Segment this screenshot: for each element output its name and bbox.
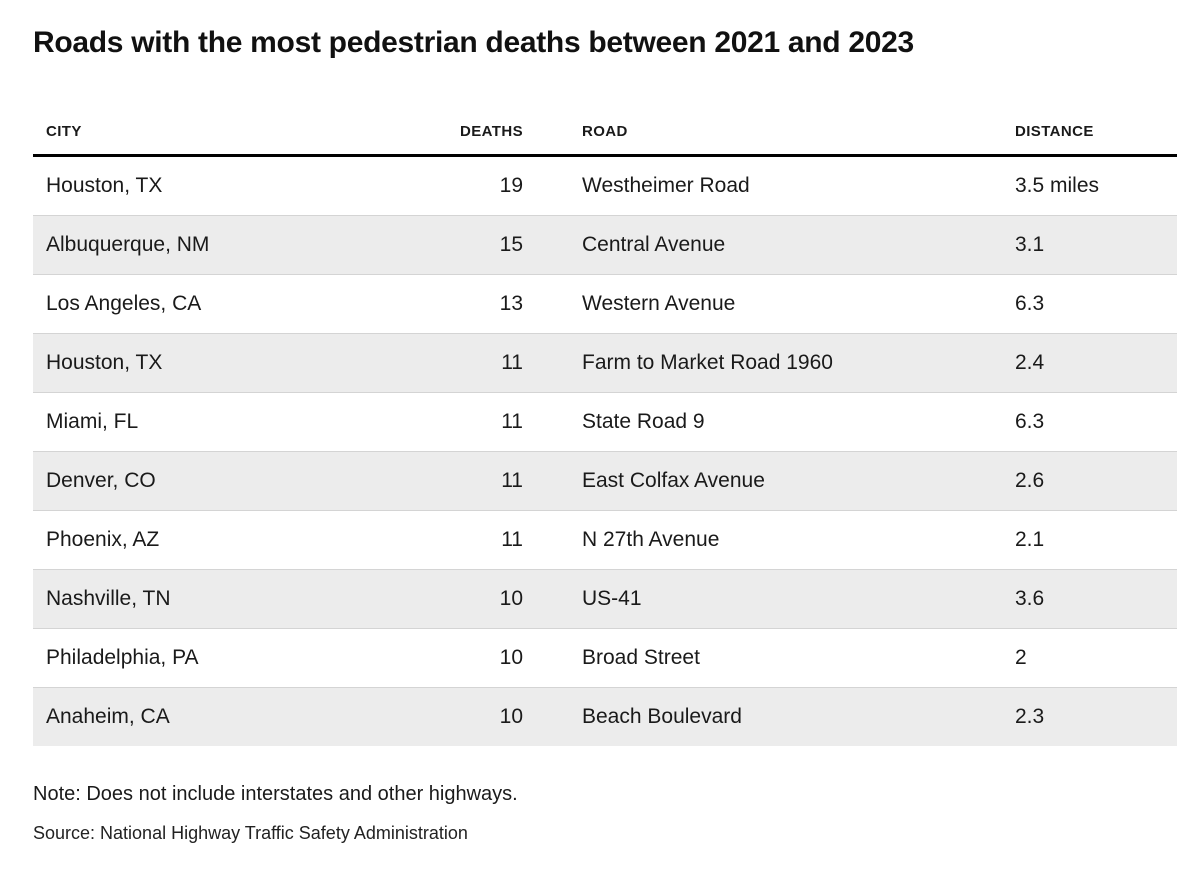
distance-cell: 3.1 (1015, 215, 1177, 275)
road-cell: N 27th Avenue (523, 510, 1015, 570)
column-header-deaths: DEATHS (393, 108, 523, 157)
distance-cell: 3.6 (1015, 569, 1177, 629)
column-header-city: CITY (33, 108, 393, 157)
road-cell: US-41 (523, 569, 1015, 629)
distance-cell: 2.4 (1015, 333, 1177, 393)
city-cell: Miami, FL (33, 392, 393, 452)
road-cell: Western Avenue (523, 274, 1015, 334)
table-row: Miami, FL 11 State Road 9 6.3 (33, 392, 1177, 452)
city-cell: Philadelphia, PA (33, 628, 393, 688)
note-text: Note: Does not include interstates and o… (33, 783, 518, 805)
distance-cell: 6.3 (1015, 274, 1177, 334)
road-cell: State Road 9 (523, 392, 1015, 452)
road-cell: East Colfax Avenue (523, 451, 1015, 511)
header-row: CITY DEATHS ROAD DISTANCE (33, 108, 1177, 157)
deaths-cell: 15 (393, 215, 523, 275)
distance-cell: 2 (1015, 628, 1177, 688)
column-header-road: ROAD (523, 108, 1015, 157)
city-cell: Houston, TX (33, 155, 393, 216)
road-cell: Central Avenue (523, 215, 1015, 275)
deaths-cell: 10 (393, 569, 523, 629)
table-row: Denver, CO 11 East Colfax Avenue 2.6 (33, 451, 1177, 511)
road-cell: Farm to Market Road 1960 (523, 333, 1015, 393)
table-row: Los Angeles, CA 13 Western Avenue 6.3 (33, 274, 1177, 334)
deaths-cell: 11 (393, 451, 523, 511)
pedestrian-deaths-table: CITY DEATHS ROAD DISTANCE Houston, TX 19 W… (33, 108, 1177, 746)
deaths-cell: 11 (393, 392, 523, 452)
table-row: Anaheim, CA 10 Beach Boulevard 2.3 (33, 687, 1177, 746)
table-row: Albuquerque, NM 15 Central Avenue 3.1 (33, 215, 1177, 275)
city-cell: Anaheim, CA (33, 687, 393, 746)
news-table-graphic: Roads with the most pedestrian deaths be… (33, 26, 1177, 843)
city-cell: Los Angeles, CA (33, 274, 393, 334)
distance-cell: 2.3 (1015, 687, 1177, 746)
chart-title: Roads with the most pedestrian deaths be… (33, 26, 914, 59)
city-cell: Houston, TX (33, 333, 393, 393)
distance-cell: 2.6 (1015, 451, 1177, 511)
source-text: Source: National Highway Traffic Safety … (33, 823, 468, 843)
city-cell: Phoenix, AZ (33, 510, 393, 570)
distance-cell: 2.1 (1015, 510, 1177, 570)
table-row: Philadelphia, PA 10 Broad Street 2 (33, 628, 1177, 688)
table-row: Houston, TX 19 Westheimer Road 3.5 miles (33, 155, 1177, 216)
column-header-distance: DISTANCE (1015, 108, 1177, 157)
deaths-cell: 13 (393, 274, 523, 334)
road-cell: Beach Boulevard (523, 687, 1015, 746)
table-row: Phoenix, AZ 11 N 27th Avenue 2.1 (33, 510, 1177, 570)
table-row: Houston, TX 11 Farm to Market Road 1960 2.4 (33, 333, 1177, 393)
deaths-cell: 10 (393, 628, 523, 688)
deaths-cell: 19 (393, 155, 523, 216)
deaths-cell: 10 (393, 687, 523, 746)
city-cell: Albuquerque, NM (33, 215, 393, 275)
deaths-cell: 11 (393, 333, 523, 393)
deaths-cell: 11 (393, 510, 523, 570)
table-row: Nashville, TN 10 US-41 3.6 (33, 569, 1177, 629)
distance-cell: 6.3 (1015, 392, 1177, 452)
city-cell: Denver, CO (33, 451, 393, 511)
road-cell: Broad Street (523, 628, 1015, 688)
city-cell: Nashville, TN (33, 569, 393, 629)
road-cell: Westheimer Road (523, 155, 1015, 216)
distance-cell: 3.5 miles (1015, 155, 1177, 216)
